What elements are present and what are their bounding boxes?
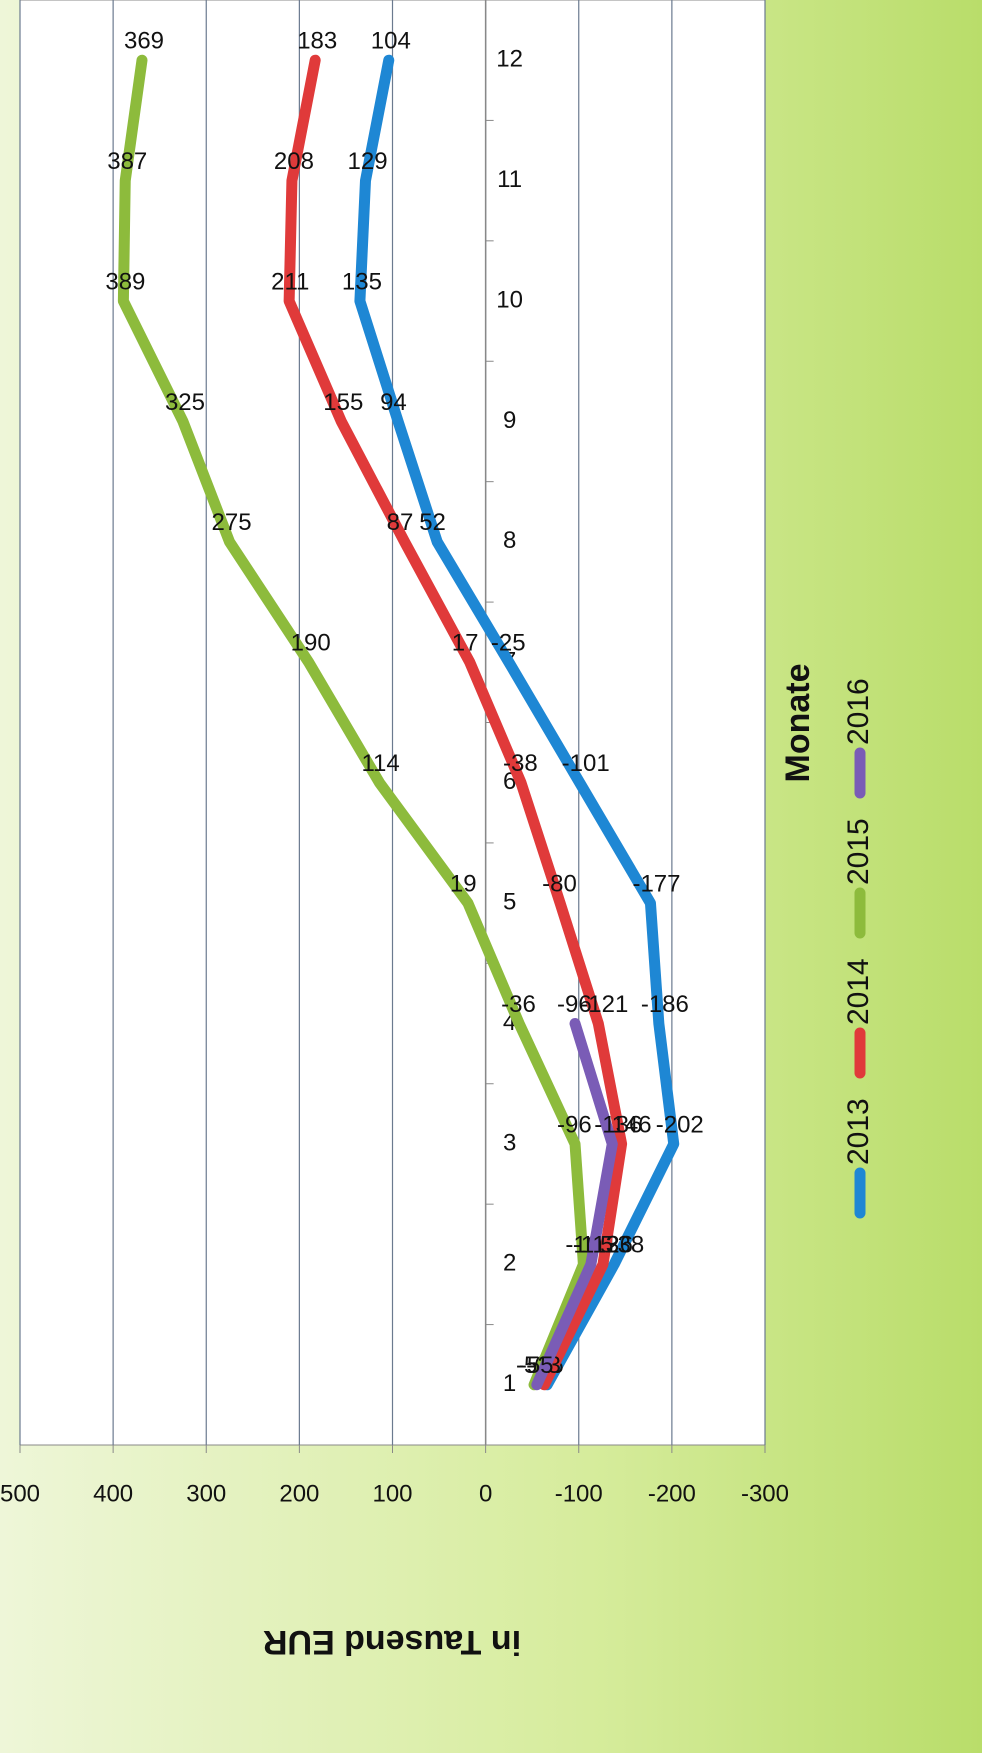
x-tick-label: 11 [497,166,522,193]
data-label: 325 [165,389,205,416]
data-label: 17 [452,630,479,657]
data-label: 94 [380,389,407,416]
data-label: -38 [503,750,538,777]
legend-label: 2013 [842,1098,875,1165]
data-label: -101 [562,750,610,777]
legend-label: 2015 [842,818,875,885]
data-label: 19 [450,870,477,897]
y-tick-label: 0 [479,1480,492,1507]
y-axis-title: in Tausend EUR [263,1623,521,1661]
series-line [531,1018,618,1391]
x-axis-title: Monate [779,664,817,783]
series-line [283,54,628,1391]
data-label: 155 [323,389,363,416]
data-label: -186 [641,991,689,1018]
x-tick-label: 1 [503,1370,516,1397]
data-label: 135 [342,268,382,295]
data-label: -55 [519,1352,554,1379]
data-label: 211 [271,268,309,295]
data-label: 208 [274,148,314,175]
x-tick-label: 12 [496,46,523,73]
x-tick-label: 8 [503,527,516,554]
data-label: 389 [105,268,145,295]
data-label: -202 [656,1111,704,1138]
data-label: -113 [573,1232,619,1259]
data-label: -96 [557,1111,592,1138]
y-tick-label: -200 [648,1480,696,1507]
series-line [354,54,680,1391]
data-label: -25 [491,630,526,657]
series-line [117,54,589,1391]
data-label: 104 [371,28,411,55]
y-tick-label: 200 [279,1480,319,1507]
data-label: -121 [580,991,628,1018]
x-tick-label: 9 [503,407,516,434]
data-label: -177 [632,870,680,897]
y-tick-label: 100 [372,1480,412,1507]
x-tick-label: 5 [503,888,516,915]
y-tick-label: 300 [186,1480,226,1507]
data-label: 190 [291,630,331,657]
data-label: 369 [124,28,164,55]
data-label: 52 [419,509,446,536]
data-label: 387 [107,148,147,175]
data-label: -136 [594,1111,642,1138]
x-tick-label: 3 [503,1129,516,1156]
data-label: -80 [542,870,577,897]
y-tick-label: -300 [741,1480,789,1507]
data-label: 183 [297,28,337,55]
data-label: 275 [212,509,252,536]
x-tick-label: 2 [503,1250,516,1277]
y-tick-label: 400 [93,1480,133,1507]
y-tick-label: 500 [0,1480,40,1507]
legend-label: 2014 [842,958,875,1025]
legend-label: 2016 [842,678,875,745]
data-label: -96 [557,991,592,1018]
data-label: 87 [387,509,414,536]
data-label: 114 [361,750,399,777]
data-label: -36 [501,991,536,1018]
x-tick-label: 10 [496,286,523,313]
y-tick-label: -100 [555,1480,603,1507]
data-label: 129 [347,148,387,175]
